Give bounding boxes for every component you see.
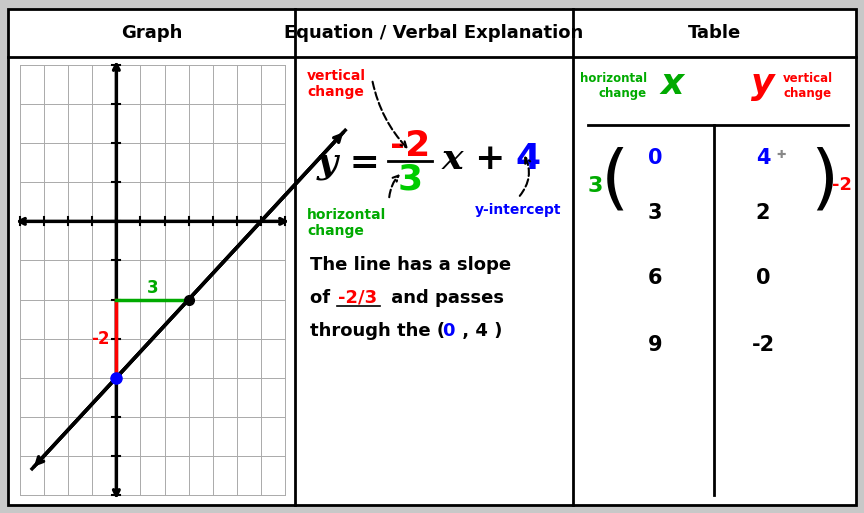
Text: 0: 0	[442, 322, 454, 340]
Text: through the (: through the (	[310, 322, 451, 340]
Text: x +: x +	[442, 142, 519, 176]
Text: 0: 0	[756, 268, 770, 288]
Text: 3: 3	[147, 279, 158, 297]
Text: horizontal
change: horizontal change	[580, 72, 647, 100]
Text: 2: 2	[756, 203, 770, 223]
Text: 6: 6	[648, 268, 662, 288]
Text: vertical
change: vertical change	[783, 72, 833, 100]
Text: -2: -2	[832, 176, 852, 194]
Text: Table: Table	[688, 24, 741, 42]
Text: -2: -2	[91, 330, 110, 348]
Text: The line has a slope: The line has a slope	[310, 256, 511, 274]
Text: Equation / Verbal Explanation: Equation / Verbal Explanation	[284, 24, 583, 42]
Text: horizontal
change: horizontal change	[307, 208, 386, 238]
Text: 3: 3	[397, 163, 422, 197]
Text: 9: 9	[648, 335, 663, 355]
Text: 0: 0	[648, 148, 662, 168]
Text: y-intercept: y-intercept	[474, 203, 562, 217]
Text: y: y	[751, 67, 774, 101]
Text: Graph: Graph	[121, 24, 182, 42]
Text: of: of	[310, 289, 336, 307]
Text: ): )	[810, 146, 838, 215]
Text: , 4 ): , 4 )	[456, 322, 502, 340]
Text: 4: 4	[756, 148, 770, 168]
Text: vertical
change: vertical change	[307, 69, 366, 99]
FancyBboxPatch shape	[8, 9, 856, 505]
Text: and passes: and passes	[385, 289, 504, 307]
Text: 3: 3	[648, 203, 662, 223]
Text: ✚: ✚	[777, 150, 785, 160]
Text: x: x	[660, 67, 683, 101]
Text: -2/3: -2/3	[338, 289, 377, 307]
Text: 4: 4	[515, 142, 540, 176]
Text: 3: 3	[588, 175, 603, 195]
Text: -2: -2	[752, 335, 774, 355]
Text: (: (	[600, 146, 629, 215]
Text: -2: -2	[390, 129, 430, 163]
Text: y =: y =	[317, 146, 393, 180]
